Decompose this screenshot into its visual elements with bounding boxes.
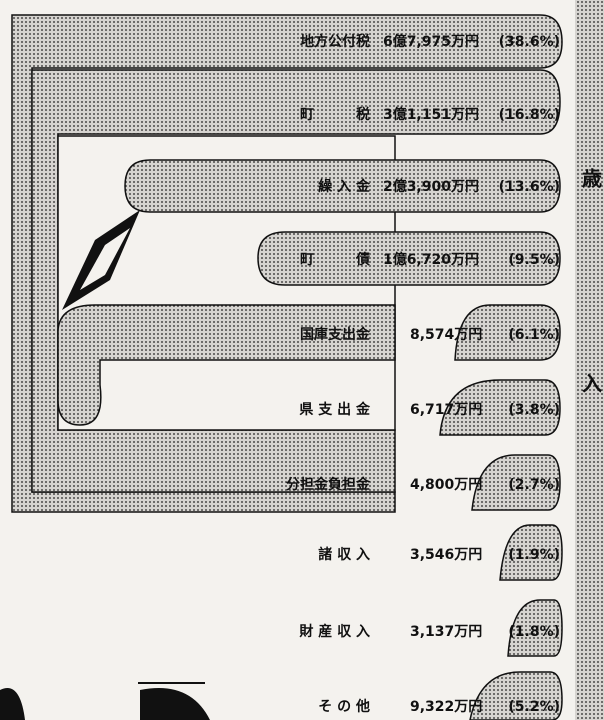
item-percent: (1.9%): [508, 547, 560, 563]
item-amount: 3億1,151万円: [383, 106, 479, 123]
item-label: 県 支 出 金: [299, 401, 371, 418]
rows: 地方公付税 6億7,975万円 (38.6%) 町 税 3億1,151万円 (16.8%)…: [286, 33, 602, 715]
item-percent: (5.2%): [508, 699, 560, 715]
item-amount: 4,800万円: [410, 477, 482, 493]
item-label: 町 税: [300, 106, 370, 123]
item-label: 地方公付税: [300, 33, 370, 50]
item-label: 分担金負担金: [286, 476, 371, 493]
item-percent: (9.5%): [508, 252, 560, 268]
item-amount: 2億3,900万円: [383, 178, 479, 195]
item-percent: (1.8%): [508, 624, 560, 640]
item-percent: (2.7%): [508, 477, 560, 493]
item-amount: 8,574万円: [410, 327, 482, 343]
item-amount: 1億6,720万円: [383, 251, 479, 268]
item-percent: (3.8%): [508, 402, 560, 418]
item-amount: 3,137万円: [410, 624, 482, 640]
item-percent: (13.6%): [499, 179, 560, 195]
item-label: 国庫支出金: [300, 326, 371, 343]
item-amount: 3,546万円: [410, 547, 482, 563]
side-text: 入: [582, 372, 602, 396]
item-amount: 9,322万円: [410, 699, 482, 715]
item-label: 町 債: [300, 251, 370, 268]
item-amount: 6,717万円: [410, 402, 482, 418]
item-label: 財 産 収 入: [298, 623, 370, 640]
item-label: そ の 他: [318, 698, 370, 715]
item-label: 繰 入 金: [318, 178, 371, 195]
item-percent: (38.6%): [499, 34, 560, 50]
side-text: 歳: [582, 167, 602, 191]
item-percent: (6.1%): [508, 327, 560, 343]
item-percent: (16.8%): [499, 107, 560, 123]
item-label: 諸 収 入: [318, 546, 370, 563]
item-amount: 6億7,975万円: [383, 33, 479, 50]
